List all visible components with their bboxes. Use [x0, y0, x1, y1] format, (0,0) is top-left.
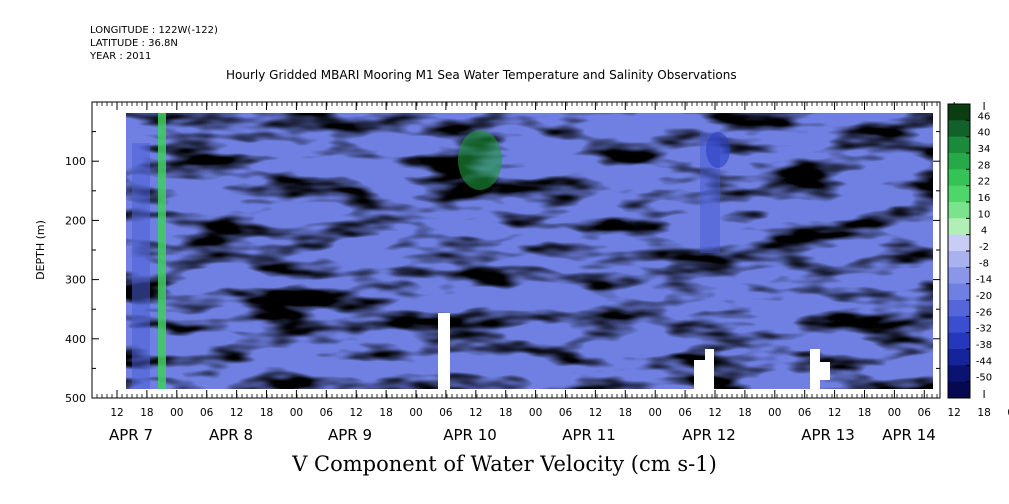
x-date-label: APR 14 — [882, 426, 936, 444]
x-hour-label: 00 — [290, 407, 303, 419]
x-hour-label: 12 — [350, 407, 363, 419]
colorbar-label: -44 — [976, 356, 992, 367]
colorbar-swatch — [948, 169, 970, 187]
x-date-label: APR 10 — [443, 426, 497, 444]
field-green-patches — [126, 113, 933, 389]
x-hour-label: 18 — [977, 407, 990, 419]
y-tick-label: 400 — [65, 333, 86, 346]
colorbar-swatch — [948, 153, 970, 170]
x-hour-label: 12 — [948, 407, 961, 419]
metadata-block: LONGITUDE : 122W(-122) LATITUDE : 36.8N … — [90, 24, 218, 63]
green-patch-layer — [126, 113, 933, 389]
x-hour-label: 06 — [678, 407, 692, 419]
x-hour-label: 06 — [798, 407, 812, 419]
x-hour-label: 06 — [559, 407, 573, 419]
y-tick-label: 500 — [65, 392, 86, 405]
colorbar-swatch — [948, 365, 970, 383]
colorbar-label: -26 — [976, 307, 992, 318]
colorbar-label: 46 — [978, 111, 991, 122]
x-hour-label: 00 — [1007, 407, 1009, 419]
x-hour-label: 18 — [379, 407, 392, 419]
x-hour-label: 06 — [200, 407, 214, 419]
colorbar-swatch — [948, 185, 970, 203]
colorbar-label: -2 — [979, 242, 989, 253]
dark-green-core — [458, 130, 502, 190]
x-date-label: APR 11 — [562, 426, 616, 444]
colorbar-label: -20 — [976, 291, 992, 302]
x-hour-label: 12 — [469, 407, 482, 419]
x-date-label: APR 13 — [801, 426, 855, 444]
data-gap — [438, 313, 450, 389]
colorbar-swatch — [948, 251, 970, 268]
colorbar-label: -8 — [979, 258, 989, 269]
x-hour-label: 00 — [409, 407, 422, 419]
x-date-label: APR 9 — [328, 426, 372, 444]
x-hour-label: 12 — [230, 407, 243, 419]
colorbar-label: 22 — [978, 177, 991, 188]
x-hour-label: 18 — [738, 407, 751, 419]
year-text: YEAR : 2011 — [90, 51, 152, 62]
x-hour-label: 18 — [260, 407, 273, 419]
x-hour-label: 18 — [619, 407, 632, 419]
colorbar-swatch — [948, 202, 970, 219]
colorbar-label: -38 — [976, 340, 992, 351]
x-hour-label: 18 — [858, 407, 871, 419]
colorbar-label: -14 — [976, 275, 992, 286]
x-hour-label: 12 — [589, 407, 602, 419]
y-axis-label: DEPTH (m) — [34, 220, 47, 280]
x-hour-label: 18 — [140, 407, 153, 419]
x-hour-label: 12 — [110, 407, 123, 419]
data-gap — [810, 349, 830, 389]
x-hour-label: 00 — [529, 407, 542, 419]
colorbar-swatch — [948, 267, 970, 285]
colorbar-label: 40 — [978, 128, 991, 139]
colorbar: 46 40 34 28 22 16 10 4 -2 -8 -14 -20 -26 -32 -38 -44 -50 — [947, 103, 992, 399]
latitude-text: LATITUDE : 36.8N — [90, 38, 178, 49]
green-streak — [158, 113, 166, 389]
dark-blue-core — [706, 132, 730, 168]
colorbar-swatch — [948, 120, 970, 138]
y-tick-label: 200 — [65, 214, 86, 227]
x-hour-label: 00 — [170, 407, 183, 419]
x-hour-label: 00 — [649, 407, 662, 419]
data-gap — [694, 349, 714, 389]
colorbar-label: 16 — [978, 193, 991, 204]
x-hour-label: 06 — [918, 407, 932, 419]
y-tick-label: 100 — [65, 155, 86, 168]
colorbar-swatch — [948, 349, 970, 366]
colorbar-swatch — [948, 234, 970, 252]
y-tick-label: 300 — [65, 274, 86, 287]
colorbar-label: -32 — [976, 324, 992, 335]
colorbar-swatch — [948, 381, 970, 399]
x-hour-label: 00 — [888, 407, 901, 419]
chart-title: Hourly Gridded MBARI Mooring M1 Sea Wate… — [226, 68, 737, 82]
x-date-label: APR 7 — [109, 426, 153, 444]
colorbar-swatch — [948, 316, 970, 334]
colorbar-label: 34 — [978, 144, 991, 155]
colorbar-swatch — [948, 136, 970, 154]
x-hour-label: 12 — [828, 407, 841, 419]
heatmap-plot — [126, 113, 933, 389]
x-date-label: APR 8 — [209, 426, 253, 444]
colorbar-swatch — [948, 218, 970, 236]
x-hour-label: 00 — [768, 407, 781, 419]
x-hour-label: 12 — [708, 407, 721, 419]
x-date-label: APR 12 — [682, 426, 736, 444]
blue-streak — [132, 143, 150, 389]
colorbar-label: 10 — [978, 209, 991, 220]
colorbar-swatch — [948, 104, 970, 121]
x-hour-label: 06 — [439, 407, 453, 419]
colorbar-label: 4 — [981, 226, 987, 237]
x-hour-label: 18 — [499, 407, 512, 419]
longitude-text: LONGITUDE : 122W(-122) — [90, 25, 218, 36]
colorbar-swatch — [948, 300, 970, 317]
colorbar-swatch — [948, 332, 970, 350]
colorbar-label: -50 — [976, 373, 992, 384]
x-axis-title: V Component of Water Velocity (cm s-1) — [292, 452, 717, 476]
colorbar-label: 28 — [978, 160, 991, 171]
x-hour-label: 06 — [320, 407, 334, 419]
colorbar-swatch — [948, 283, 970, 301]
